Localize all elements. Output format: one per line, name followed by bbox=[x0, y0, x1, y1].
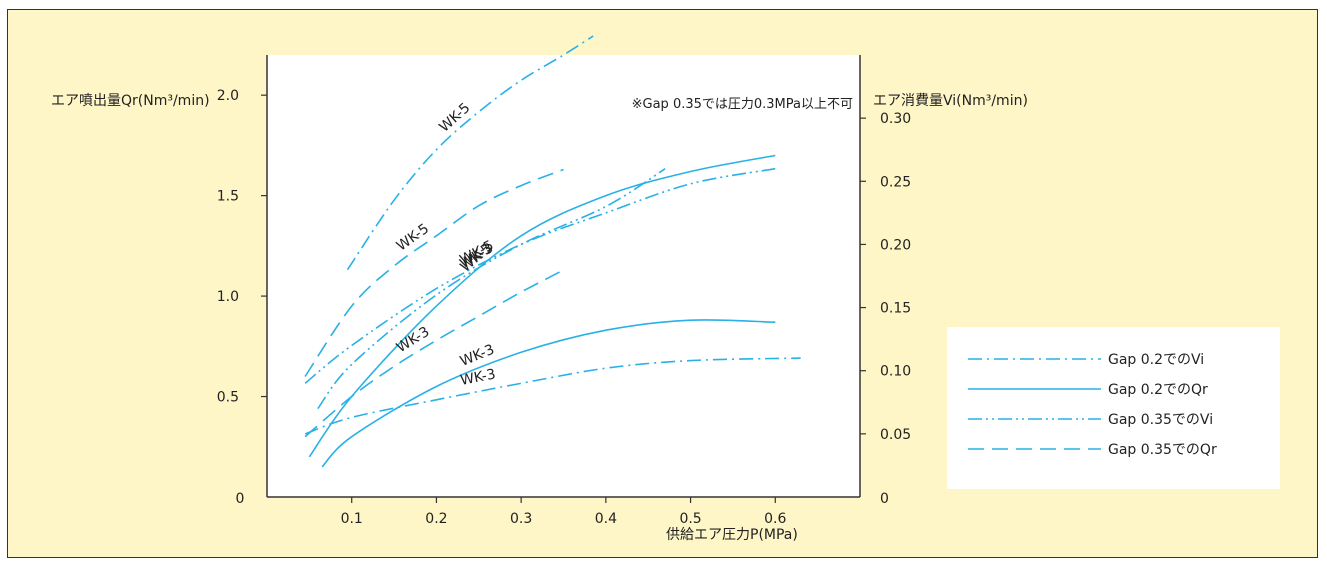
y-tick-label: 1.5 bbox=[217, 189, 239, 205]
y2-tick-label: 0 bbox=[880, 491, 889, 507]
x-origin-label: 0 bbox=[236, 491, 245, 507]
legend-label: Gap 0.35でのQr bbox=[1108, 442, 1217, 458]
y2-tick-label: 0.05 bbox=[880, 427, 911, 443]
legend-label: Gap 0.35でのVi bbox=[1108, 412, 1213, 428]
series-line-3 bbox=[308, 154, 776, 458]
legend-label: Gap 0.2でのVi bbox=[1108, 352, 1204, 368]
x-tick-label: 0.3 bbox=[510, 511, 532, 527]
y2-tick-label: 0.15 bbox=[880, 301, 911, 317]
x-tick-label: 0.4 bbox=[595, 511, 617, 527]
x-tick-label: 0.2 bbox=[425, 511, 447, 527]
x-tick-label: 0.6 bbox=[764, 511, 786, 527]
y-tick-label: 2.0 bbox=[217, 88, 239, 104]
series-line-4 bbox=[321, 319, 776, 468]
y2-tick-label: 0.20 bbox=[880, 237, 911, 253]
y2-tick-label: 0.25 bbox=[880, 174, 911, 190]
x-tick-label: 0.1 bbox=[341, 511, 363, 527]
series-line-8 bbox=[304, 269, 564, 438]
y2-tick-label: 0.30 bbox=[880, 111, 911, 127]
series-line-1 bbox=[346, 35, 594, 271]
chart-frame: 0.1 0.2 0.3 0.4 0.5 0.6 0 0.5 1.0 1.5 2.0 0 0.05 0.10… bbox=[7, 9, 1318, 558]
series-line-6 bbox=[317, 168, 666, 410]
series-line-7 bbox=[304, 168, 564, 377]
series-line-2 bbox=[304, 357, 801, 435]
y-axis-title: エア噴出量Qr(Nm³/min) bbox=[51, 93, 210, 109]
series-layer bbox=[304, 35, 801, 468]
x-tick-label: 0.5 bbox=[679, 511, 701, 527]
legend-box bbox=[947, 327, 1280, 489]
y2-tick-label: 0.10 bbox=[880, 364, 911, 380]
y-tick-label: 1.0 bbox=[217, 289, 239, 305]
x-axis-title: 供給エア圧力P(MPa) bbox=[666, 527, 798, 543]
series-line-5 bbox=[304, 167, 776, 384]
legend-label: Gap 0.2でのQr bbox=[1108, 382, 1208, 398]
chart-note: ※Gap 0.35では圧力0.3MPa以上不可 bbox=[632, 97, 853, 112]
y-tick-label: 0.5 bbox=[217, 390, 239, 406]
axes: 0.1 0.2 0.3 0.4 0.5 0.6 0 0.5 1.0 1.5 2.0 0 0.05 0.10… bbox=[217, 55, 911, 527]
chart-svg: 0.1 0.2 0.3 0.4 0.5 0.6 0 0.5 1.0 1.5 2.0 0 0.05 0.10… bbox=[51, 35, 1280, 543]
legend: Gap 0.2でのVi Gap 0.2でのQr Gap 0.35でのVi Gap 0.… bbox=[968, 352, 1217, 458]
y2-axis-title: エア消費量Vi(Nm³/min) bbox=[873, 93, 1028, 109]
curve-label: WK-3 bbox=[459, 366, 497, 388]
plot-area bbox=[267, 55, 860, 497]
